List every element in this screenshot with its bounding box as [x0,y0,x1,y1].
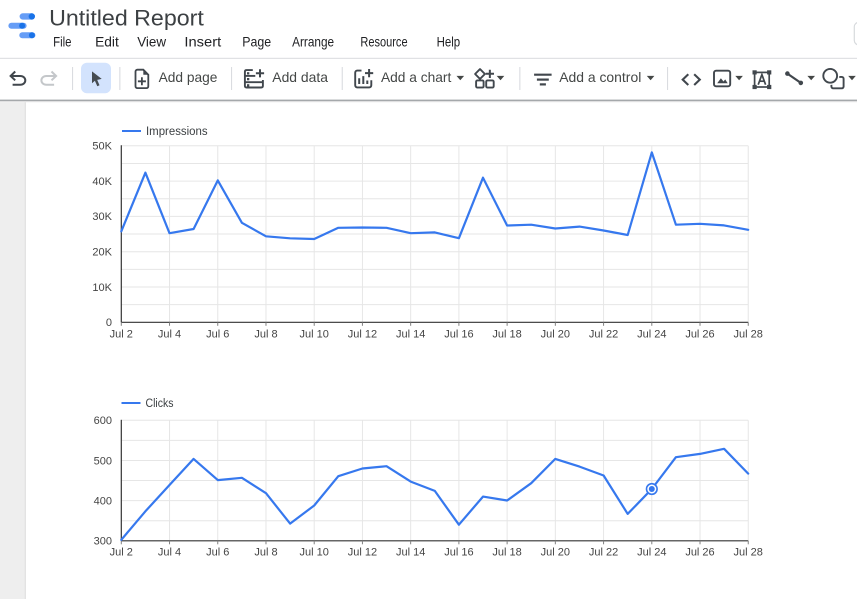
svg-text:Jul 24: Jul 24 [637,329,666,341]
svg-text:Jul 22: Jul 22 [589,547,618,559]
svg-text:600: 600 [94,415,112,427]
svg-text:Jul 14: Jul 14 [396,329,425,341]
svg-text:Jul 20: Jul 20 [541,547,570,559]
svg-text:Insert: Insert [184,35,221,50]
svg-text:Jul 6: Jul 6 [206,329,229,341]
svg-text:50K: 50K [92,141,112,153]
svg-text:Clicks: Clicks [146,398,174,410]
svg-text:Jul 10: Jul 10 [300,547,329,559]
svg-text:Jul 18: Jul 18 [492,547,521,559]
svg-text:View: View [137,35,166,50]
svg-text:Jul 28: Jul 28 [734,329,763,341]
svg-text:Edit: Edit [95,35,119,50]
svg-text:Jul 18: Jul 18 [492,329,521,341]
svg-text:Jul 10: Jul 10 [300,329,329,341]
svg-text:Add a control: Add a control [559,69,641,85]
svg-text:300: 300 [94,536,112,548]
svg-text:Jul 24: Jul 24 [637,547,666,559]
svg-text:Add data: Add data [272,69,328,85]
svg-text:Jul 4: Jul 4 [158,547,181,559]
svg-text:Jul 16: Jul 16 [444,329,473,341]
svg-text:30K: 30K [92,211,112,223]
svg-text:Jul 26: Jul 26 [685,547,714,559]
svg-text:Untitled Report: Untitled Report [49,6,204,31]
svg-text:Page: Page [242,35,271,50]
svg-text:Jul 6: Jul 6 [206,547,229,559]
svg-text:Resource: Resource [360,35,407,50]
svg-text:Jul 4: Jul 4 [158,329,181,341]
svg-text:Add page: Add page [159,69,218,85]
svg-text:Jul 22: Jul 22 [589,329,618,341]
svg-text:Jul 8: Jul 8 [254,329,277,341]
svg-text:Jul 16: Jul 16 [444,547,473,559]
svg-text:40K: 40K [92,176,112,188]
svg-text:Jul 14: Jul 14 [396,547,425,559]
svg-text:0: 0 [106,317,112,329]
svg-text:Arrange: Arrange [292,35,334,50]
svg-text:File: File [53,35,72,50]
svg-text:Jul 2: Jul 2 [110,329,133,341]
svg-text:Jul 20: Jul 20 [541,329,570,341]
svg-text:Jul 26: Jul 26 [685,329,714,341]
svg-text:Impressions: Impressions [146,126,208,138]
svg-text:10K: 10K [92,282,112,294]
svg-text:400: 400 [94,495,112,507]
svg-text:Jul 2: Jul 2 [110,547,133,559]
svg-text:Help: Help [437,35,461,50]
svg-text:Jul 12: Jul 12 [348,547,377,559]
svg-text:20K: 20K [92,247,112,259]
svg-text:Jul 12: Jul 12 [348,329,377,341]
svg-text:500: 500 [94,455,112,467]
svg-text:Jul 8: Jul 8 [254,547,277,559]
svg-text:Add a chart: Add a chart [381,69,451,85]
svg-text:Jul 28: Jul 28 [734,547,763,559]
